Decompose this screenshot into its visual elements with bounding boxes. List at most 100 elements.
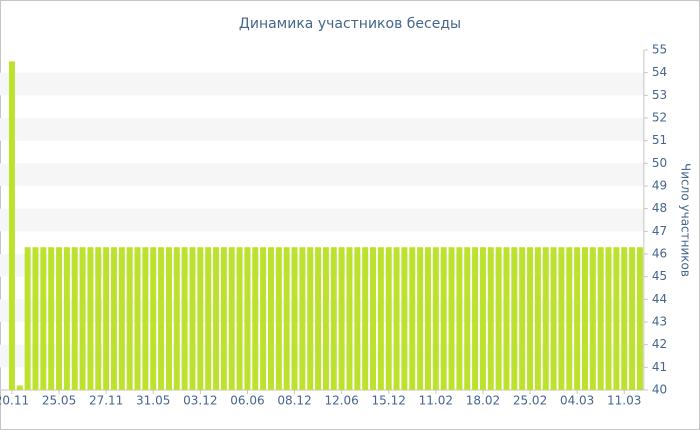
y-tick-label: 48	[652, 201, 667, 215]
bar	[126, 247, 133, 390]
bar	[181, 247, 188, 390]
bar	[56, 247, 63, 390]
bar	[527, 247, 534, 390]
bar	[236, 247, 243, 390]
bar	[315, 247, 322, 390]
x-tick-label: 15.12	[372, 394, 406, 408]
bar	[354, 247, 361, 390]
bar	[260, 247, 267, 390]
bar	[283, 247, 290, 390]
bar	[574, 247, 581, 390]
bar	[95, 247, 102, 390]
bar	[267, 247, 274, 390]
bar	[165, 247, 172, 390]
x-tick-label: 20.11	[0, 394, 29, 408]
bar	[464, 247, 471, 390]
bar	[629, 247, 636, 390]
x-tick-label: 25.02	[513, 394, 547, 408]
bar	[79, 247, 86, 390]
y-tick-label: 42	[652, 337, 667, 351]
y-tick-label: 50	[652, 156, 667, 170]
bar	[142, 247, 149, 390]
bar	[71, 247, 78, 390]
bar	[362, 247, 369, 390]
bar	[205, 247, 212, 390]
x-tick-label: 06.06	[230, 394, 264, 408]
y-tick-label: 55	[652, 43, 667, 57]
bar	[377, 247, 384, 390]
bar	[173, 247, 180, 390]
x-tick-label: 18.02	[466, 394, 500, 408]
bar	[103, 247, 110, 390]
bar	[621, 247, 628, 390]
bar	[24, 247, 31, 390]
bar	[401, 247, 408, 390]
y-tick-label: 53	[652, 88, 667, 102]
bar	[40, 247, 47, 390]
bar	[150, 247, 157, 390]
bar	[338, 247, 345, 390]
y-tick-label: 40	[652, 383, 667, 397]
bar	[32, 247, 39, 390]
bar	[487, 247, 494, 390]
grid-band	[0, 163, 644, 186]
y-axis-title: Число участников	[679, 163, 693, 277]
bar	[409, 247, 416, 390]
x-tick-label: 04.03	[560, 394, 594, 408]
grid-band	[0, 118, 644, 141]
x-tick-label: 11.02	[419, 394, 453, 408]
bar	[299, 247, 306, 390]
x-tick-label: 27.11	[89, 394, 123, 408]
bar	[110, 247, 117, 390]
bar	[252, 247, 259, 390]
bar	[424, 247, 431, 390]
bar	[558, 247, 565, 390]
bar	[566, 247, 573, 390]
y-tick-label: 44	[652, 292, 667, 306]
bar	[118, 247, 125, 390]
y-tick-label: 54	[652, 65, 667, 79]
y-tick-label: 51	[652, 133, 667, 147]
bar	[134, 247, 141, 390]
bar	[417, 247, 424, 390]
bar	[432, 247, 439, 390]
x-tick-label: 25.05	[42, 394, 76, 408]
chart-title: Динамика участников беседы	[239, 16, 461, 32]
bar	[189, 247, 196, 390]
y-tick-label: 46	[652, 247, 667, 261]
bar	[472, 247, 479, 390]
y-tick-label: 41	[652, 360, 667, 374]
bar	[589, 247, 596, 390]
bar	[605, 247, 612, 390]
bar	[370, 247, 377, 390]
bar	[322, 247, 329, 390]
y-tick-label: 49	[652, 179, 667, 193]
y-tick-label: 52	[652, 111, 667, 125]
bar	[542, 247, 549, 390]
bar	[581, 247, 588, 390]
bar	[519, 247, 526, 390]
bar	[440, 247, 447, 390]
bar	[307, 247, 314, 390]
bar	[597, 247, 604, 390]
y-tick-label: 47	[652, 224, 667, 238]
bar	[197, 247, 204, 390]
x-tick-label: 31.05	[136, 394, 170, 408]
bar	[228, 247, 235, 390]
bar	[48, 247, 55, 390]
grid-band	[0, 72, 644, 96]
bar	[448, 247, 455, 390]
bar	[550, 247, 557, 390]
bar	[613, 247, 620, 390]
bar	[16, 385, 23, 390]
x-tick-label: 12.06	[324, 394, 358, 408]
bar	[244, 247, 251, 390]
bar	[636, 247, 643, 390]
bar	[330, 247, 337, 390]
bar	[8, 61, 15, 390]
grid-band	[0, 208, 644, 232]
y-tick-label: 45	[652, 269, 667, 283]
bar	[213, 247, 220, 390]
bar	[456, 247, 463, 390]
